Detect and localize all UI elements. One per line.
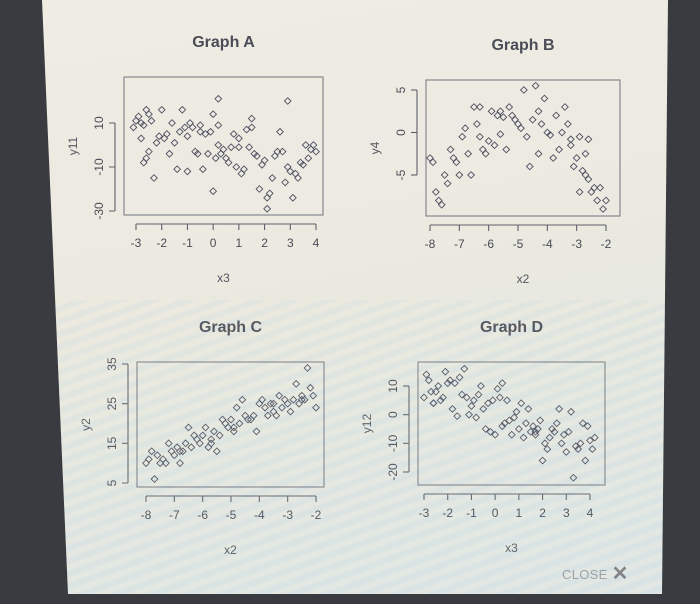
x-tick-label: ‑2 — [311, 508, 322, 522]
graph-d: Graph D ‑3 ‑2 ‑1 0 1 2 3 4 x3 10 0 -10 -20 y12 — [360, 319, 606, 555]
x-tick-label: 3 — [563, 506, 570, 520]
chart-dialog: Graph A ‑3 ‑2 ‑1 0 1 2 3 4 x3 10 -10 -30 y11 Graph B ‑… — [42, 0, 668, 594]
plot-frame — [123, 76, 324, 216]
x-tick-label: ‑4 — [542, 237, 553, 251]
y-axis-label: y2 — [79, 418, 93, 431]
y-tick-label: 35 — [105, 357, 119, 371]
x-tick-label: 0 — [492, 506, 499, 520]
chart-title: Graph D — [480, 319, 543, 336]
x-tick-label: ‑3 — [282, 508, 293, 522]
x-tick-label: ‑8 — [425, 237, 436, 251]
y-tick-label: 10 — [386, 379, 400, 393]
close-button[interactable]: CLOSE ✕ — [562, 563, 629, 585]
plot-frame — [136, 361, 325, 488]
x-axis-label: x3 — [217, 271, 230, 285]
y-tick-label: 0 — [386, 411, 400, 418]
y-tick-label: -10 — [386, 434, 400, 452]
chart-title: Graph B — [491, 37, 554, 54]
chart-title: Graph C — [199, 319, 263, 336]
x-tick-label: 1 — [236, 236, 243, 250]
graph-b: Graph B ‑8 ‑7 ‑6 ‑5 ‑4 ‑3 ‑2 x2 5 0 -5 y4 — [368, 37, 621, 286]
x-tick-label: ‑2 — [442, 506, 453, 520]
y-axis-label: y11 — [66, 136, 80, 155]
x-tick-label: 2 — [539, 506, 546, 520]
x-tick-label: ‑8 — [141, 508, 152, 522]
y-tick-label: -5 — [394, 169, 408, 180]
x-tick-label: ‑2 — [601, 237, 612, 251]
graph-c: Graph C ‑8 ‑7 ‑6 ‑5 ‑4 ‑3 ‑2 x2 5 15 25 35 y2 — [79, 319, 325, 557]
x-tick-label: ‑3 — [571, 237, 582, 251]
x-tick-label: ‑1 — [182, 236, 193, 250]
data-points — [142, 364, 320, 483]
y-tick-label: -20 — [386, 463, 400, 481]
chart-title: Graph A — [192, 34, 255, 51]
plot-frame — [425, 79, 621, 217]
x-axis-label: x3 — [505, 541, 518, 555]
x-tick-label: ‑4 — [254, 508, 265, 522]
x-tick-label: ‑3 — [419, 506, 430, 520]
plot-frame — [417, 361, 606, 486]
close-icon: ✕ — [611, 563, 629, 585]
y-tick-label: 5 — [394, 86, 408, 93]
data-points — [426, 81, 610, 213]
close-label: CLOSE — [562, 566, 608, 582]
x-tick-label: ‑5 — [226, 508, 237, 522]
y-axis-label: y12 — [360, 414, 374, 434]
y-tick-label: -10 — [92, 158, 106, 176]
graph-a: Graph A ‑3 ‑2 ‑1 0 1 2 3 4 x3 10 -10 -30 y11 — [66, 34, 324, 285]
x-axis-label: x2 — [224, 543, 237, 557]
y-tick-label: 15 — [105, 436, 119, 450]
y-tick-label: 0 — [394, 129, 408, 136]
data-points — [420, 364, 599, 482]
x-tick-label: 4 — [313, 236, 320, 250]
x-axis-label: x2 — [517, 272, 530, 286]
x-tick-label: 2 — [261, 236, 268, 250]
x-tick-label: ‑3 — [131, 236, 142, 250]
y-axis-label: y4 — [368, 141, 382, 154]
x-tick-label: 4 — [587, 506, 594, 520]
x-tick-label: ‑7 — [169, 508, 180, 522]
x-tick-label: ‑6 — [483, 237, 494, 251]
x-tick-label: 0 — [210, 236, 217, 250]
y-tick-label: 5 — [105, 479, 119, 486]
x-tick-label: ‑1 — [466, 506, 477, 520]
x-tick-label: ‑7 — [454, 237, 465, 251]
x-tick-label: ‑6 — [197, 508, 208, 522]
x-tick-label: 3 — [287, 236, 294, 250]
y-tick-label: -30 — [92, 202, 106, 220]
x-tick-label: ‑2 — [156, 236, 167, 250]
x-tick-label: ‑5 — [513, 237, 524, 251]
data-points — [129, 94, 320, 213]
x-tick-label: 1 — [516, 506, 523, 520]
y-tick-label: 25 — [105, 397, 119, 411]
y-tick-label: 10 — [92, 116, 106, 130]
